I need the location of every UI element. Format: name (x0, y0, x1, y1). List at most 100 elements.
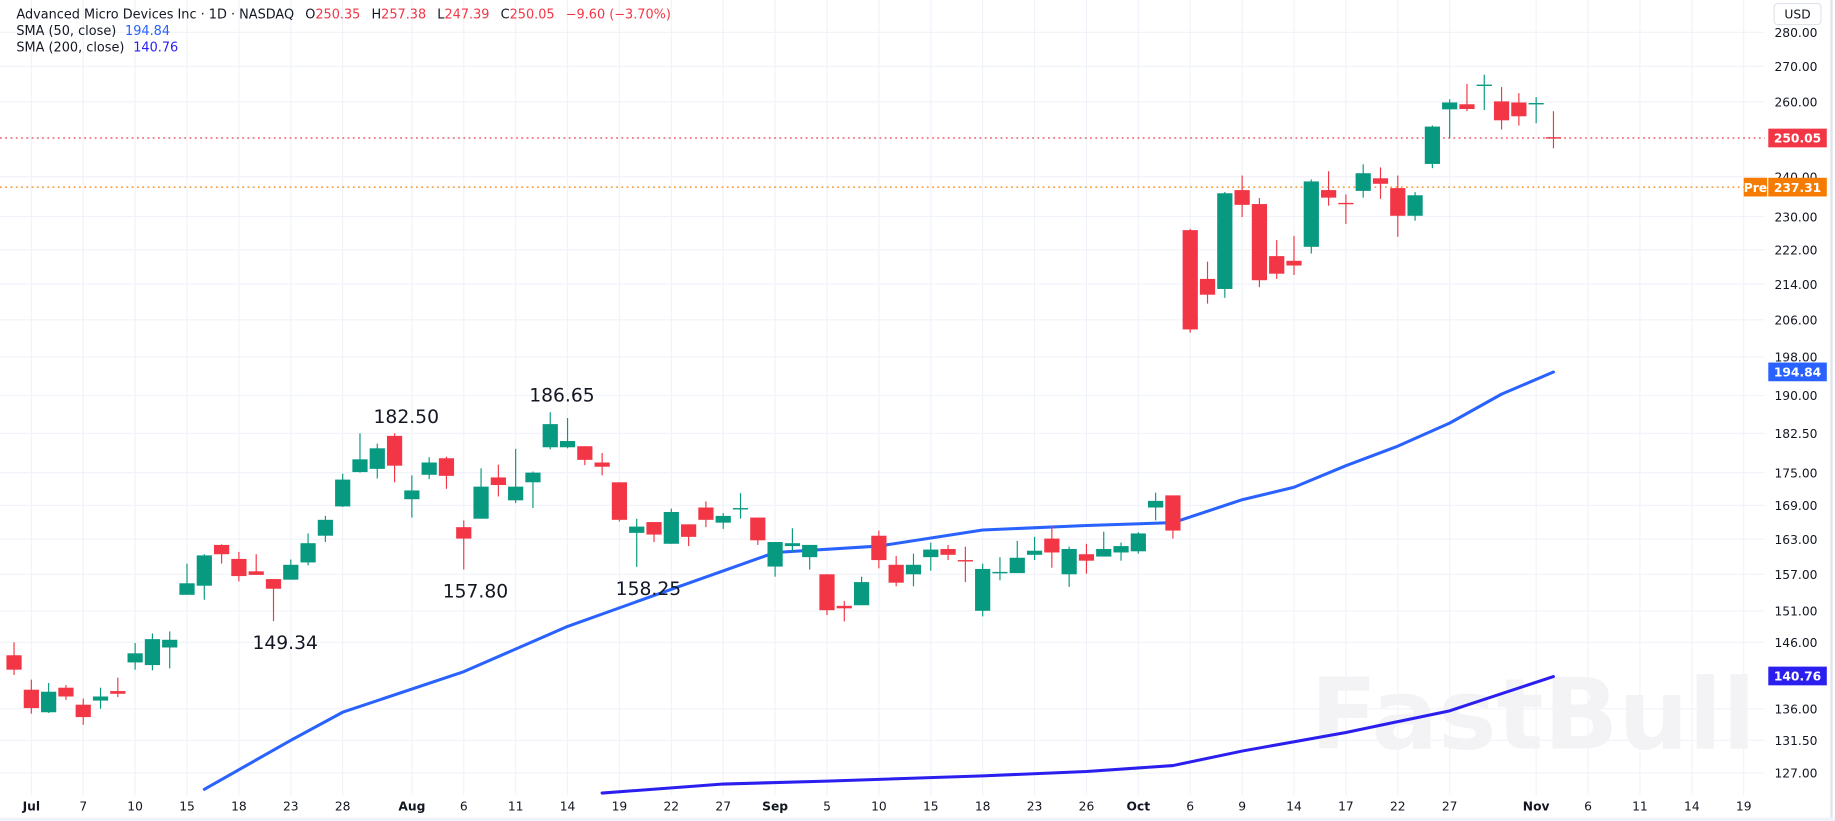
close-value: 250.05 (510, 8, 555, 23)
candle-body (438, 458, 455, 476)
open-label: O (305, 8, 315, 23)
candle (853, 576, 870, 606)
candle (1303, 179, 1319, 254)
candle-body (819, 574, 835, 611)
candle (888, 555, 904, 587)
candle (438, 456, 455, 489)
bottom-bar (0, 817, 1835, 821)
candle-body (1355, 173, 1371, 191)
price-annotation: 186.65 (529, 386, 594, 407)
candle (110, 677, 126, 698)
high-value: 257.38 (381, 8, 426, 23)
candle (352, 433, 368, 473)
candle (1511, 93, 1527, 126)
candle (1044, 526, 1060, 568)
candle-body (836, 605, 852, 609)
candle (611, 482, 628, 522)
candle (577, 446, 593, 466)
candle-body (1251, 204, 1268, 281)
time-tick-label: 18 (231, 799, 247, 813)
candle-body (1442, 102, 1458, 110)
candle (923, 542, 939, 571)
candle (525, 471, 541, 509)
candle (1061, 546, 1077, 587)
price-tick-label: 127.00 (1775, 767, 1818, 781)
candle-body (1286, 260, 1302, 266)
candle (750, 517, 766, 545)
sma200-legend[interactable]: SMA (200, close) 140.76 (16, 40, 178, 55)
time-axis[interactable] (0, 795, 1765, 819)
candle (1424, 125, 1440, 169)
candle (957, 546, 973, 583)
candle-body (750, 517, 766, 541)
candle (162, 631, 178, 669)
candle-body (767, 542, 783, 567)
candle-body (940, 548, 956, 555)
price-annotation: 157.80 (443, 582, 508, 603)
candle-body (1303, 181, 1319, 247)
last-price-badge: 250.05 (1768, 128, 1827, 148)
time-tick-label: Aug (398, 799, 425, 813)
currency-button[interactable]: USD (1773, 2, 1822, 26)
candle (1026, 536, 1043, 561)
candle-body (386, 435, 403, 466)
candle (1113, 542, 1129, 561)
candle-body (802, 544, 818, 558)
price-tick-label: 260.00 (1775, 95, 1818, 109)
candle (975, 563, 991, 617)
candle-body (1026, 550, 1043, 555)
time-tick-label: 28 (335, 799, 351, 813)
candle-body (58, 687, 74, 697)
candle (1096, 531, 1112, 557)
candle (629, 518, 645, 567)
time-tick-label: 18 (975, 799, 991, 813)
candle (1269, 240, 1285, 279)
candle (6, 642, 22, 675)
candle-body (317, 519, 333, 536)
candle (231, 551, 247, 582)
candle-body (1545, 137, 1562, 139)
price-tick-label: 131.50 (1775, 734, 1818, 748)
candle (213, 544, 230, 564)
candle-body (248, 571, 264, 575)
candle-body (110, 691, 126, 694)
candle-body (1390, 188, 1406, 216)
candle-body (179, 583, 195, 595)
candle-body (611, 482, 628, 520)
time-tick-label: 5 (823, 799, 831, 813)
time-tick-label: 9 (1238, 799, 1246, 813)
open-value: 250.35 (315, 8, 360, 23)
candle-body (698, 507, 714, 520)
sma200-badge: 140.76 (1768, 666, 1827, 686)
candle (1217, 192, 1233, 298)
low-label: L (437, 8, 445, 23)
candle-body (144, 639, 161, 666)
candle (681, 524, 697, 547)
candle (594, 453, 610, 476)
sma50-line (202, 370, 1555, 791)
candle (283, 559, 299, 580)
price-axis[interactable] (1764, 0, 1831, 819)
candle (386, 433, 403, 483)
candle (1251, 198, 1268, 288)
candle (404, 475, 420, 518)
time-tick-label: 22 (664, 799, 680, 813)
candle-body (1061, 548, 1077, 575)
candle (144, 633, 161, 671)
time-tick-label: 10 (127, 799, 143, 813)
candle (179, 563, 195, 595)
candle (802, 544, 818, 570)
candle-body (646, 522, 662, 535)
candle (819, 574, 835, 616)
candle-body (1407, 195, 1423, 216)
candle (715, 513, 731, 529)
candle-body (1511, 102, 1527, 117)
candle-body (75, 704, 91, 718)
candle-body (1044, 538, 1060, 553)
time-tick-label: 14 (1684, 799, 1700, 813)
candle (490, 464, 506, 497)
watermark-logo: FastBull (1310, 659, 1756, 773)
sma50-legend[interactable]: SMA (50, close) 194.84 (16, 24, 170, 39)
candle (58, 685, 74, 700)
